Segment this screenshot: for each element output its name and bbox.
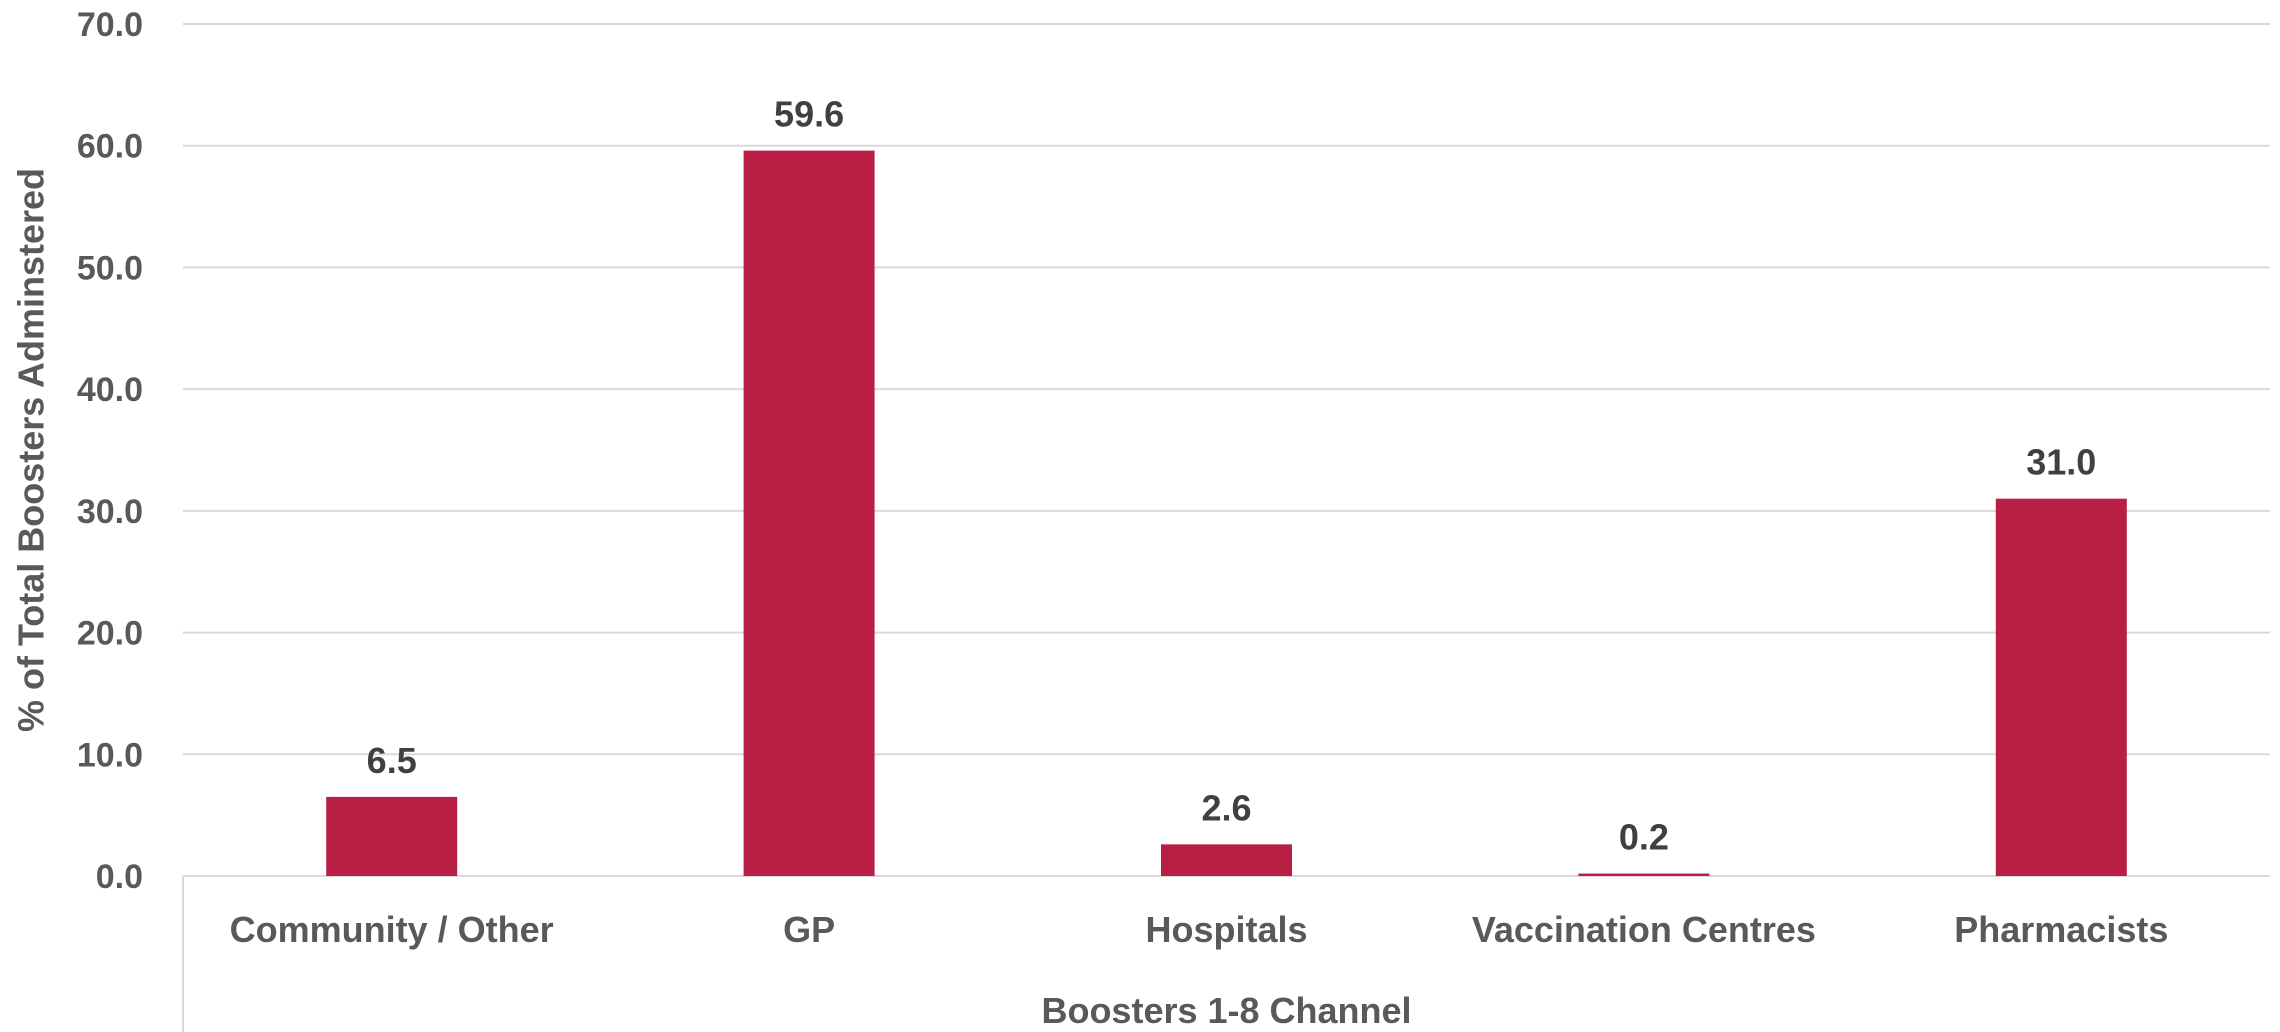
y-axis-title: % of Total Boosters Adminstered	[11, 168, 52, 732]
y-tick-label: 10.0	[77, 736, 143, 774]
bar	[326, 796, 458, 876]
bar	[1995, 498, 2127, 876]
bar	[1161, 844, 1292, 876]
y-tick-label: 60.0	[77, 128, 143, 166]
bar	[743, 150, 875, 876]
category-label: GP	[783, 909, 835, 950]
y-tick-label: 0.0	[96, 858, 143, 896]
y-tick-label: 70.0	[77, 6, 143, 44]
data-label: 31.0	[2026, 442, 2096, 483]
data-label: 2.6	[1201, 787, 1251, 828]
y-tick-label: 50.0	[77, 249, 143, 287]
data-labels: 6.5 59.6 2.6 0.2 31.0	[367, 94, 2097, 858]
category-label: Vaccination Centres	[1472, 909, 1816, 950]
y-tick-labels: 0.0 10.0 20.0 30.0 40.0 50.0 60.0 70.0	[77, 6, 143, 896]
y-tick-label: 40.0	[77, 371, 143, 409]
bar	[1578, 873, 1710, 876]
data-label: 6.5	[367, 740, 417, 781]
gridlines	[183, 23, 2270, 756]
category-label: Hospitals	[1145, 909, 1307, 950]
category-label: Community / Other	[230, 909, 554, 950]
y-tick-label: 20.0	[77, 615, 143, 653]
category-labels: Community / Other GP Hospitals Vaccination …	[230, 909, 2169, 950]
x-axis-title: Boosters 1-8 Channel	[1041, 990, 1411, 1031]
bars	[326, 150, 2127, 876]
data-label: 59.6	[774, 94, 844, 135]
category-label: Pharmacists	[1954, 909, 2168, 950]
y-tick-label: 30.0	[77, 493, 143, 531]
data-label: 0.2	[1619, 817, 1669, 858]
